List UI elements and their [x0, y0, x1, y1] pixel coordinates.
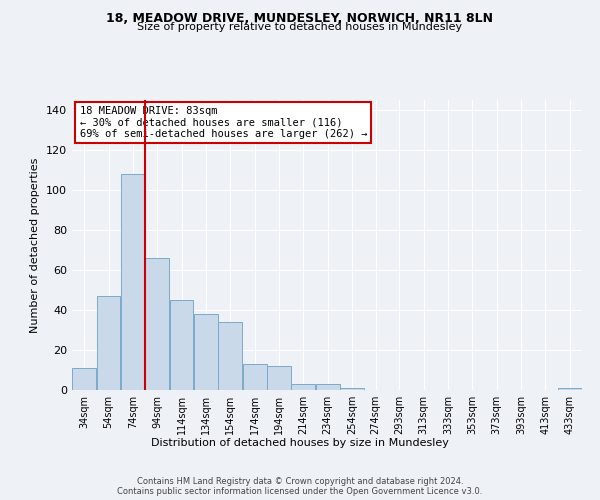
- Bar: [242, 364, 266, 390]
- Y-axis label: Number of detached properties: Number of detached properties: [31, 158, 40, 332]
- Bar: [218, 322, 242, 390]
- Bar: [72, 368, 96, 390]
- Text: 18, MEADOW DRIVE, MUNDESLEY, NORWICH, NR11 8LN: 18, MEADOW DRIVE, MUNDESLEY, NORWICH, NR…: [107, 12, 493, 26]
- Bar: [340, 388, 364, 390]
- Text: Distribution of detached houses by size in Mundesley: Distribution of detached houses by size …: [151, 438, 449, 448]
- Bar: [170, 300, 193, 390]
- Bar: [316, 384, 340, 390]
- Text: Contains HM Land Registry data © Crown copyright and database right 2024.: Contains HM Land Registry data © Crown c…: [137, 476, 463, 486]
- Bar: [267, 366, 291, 390]
- Bar: [558, 388, 582, 390]
- Bar: [194, 314, 218, 390]
- Bar: [121, 174, 145, 390]
- Bar: [145, 258, 169, 390]
- Text: 18 MEADOW DRIVE: 83sqm
← 30% of detached houses are smaller (116)
69% of semi-de: 18 MEADOW DRIVE: 83sqm ← 30% of detached…: [80, 106, 367, 139]
- Bar: [292, 384, 315, 390]
- Bar: [97, 296, 121, 390]
- Text: Contains public sector information licensed under the Open Government Licence v3: Contains public sector information licen…: [118, 486, 482, 496]
- Text: Size of property relative to detached houses in Mundesley: Size of property relative to detached ho…: [137, 22, 463, 32]
